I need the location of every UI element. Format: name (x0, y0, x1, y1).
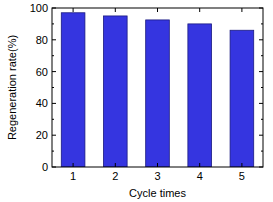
y-minor-tick (52, 23, 54, 24)
x-tick (73, 163, 74, 167)
y-tick-label: 80 (36, 34, 48, 46)
y-tick-right (259, 8, 263, 9)
y-tick-label: 100 (30, 2, 48, 14)
x-tick-top (157, 8, 158, 12)
y-minor-tick (52, 151, 54, 152)
chart-container: 0 20 40 60 80 100 1 2 3 4 5 Cycle times Regeneration… (0, 0, 273, 202)
y-minor-tick-right (261, 23, 263, 24)
bar (230, 30, 254, 167)
y-tick (52, 103, 56, 104)
y-minor-tick (52, 119, 54, 120)
y-minor-tick (52, 87, 54, 88)
y-minor-tick (52, 55, 54, 56)
x-tick-label: 2 (112, 170, 118, 182)
y-tick-label: 20 (36, 129, 48, 141)
x-tick-label: 4 (197, 170, 203, 182)
y-tick-right (259, 103, 263, 104)
x-axis-label: Cycle times (129, 187, 186, 199)
y-tick-label: 0 (42, 161, 48, 173)
y-tick-right (259, 135, 263, 136)
y-axis-label: Regeneration rate(%) (6, 35, 18, 140)
x-tick-label: 3 (154, 170, 160, 182)
x-tick (199, 163, 200, 167)
y-tick (52, 71, 56, 72)
x-tick-top (241, 8, 242, 12)
bar (103, 16, 127, 167)
y-minor-tick-right (261, 55, 263, 56)
x-tick-label: 5 (239, 170, 245, 182)
y-tick-right (259, 167, 263, 168)
x-tick-top (199, 8, 200, 12)
plot-frame (52, 8, 263, 167)
bar (146, 20, 170, 167)
bar (61, 13, 85, 167)
y-tick-right (259, 71, 263, 72)
y-tick-label: 60 (36, 66, 48, 78)
y-tick (52, 39, 56, 40)
y-tick-label: 40 (36, 97, 48, 109)
x-tick-top (115, 8, 116, 12)
bar (188, 24, 212, 167)
y-tick (52, 135, 56, 136)
y-tick-right (259, 39, 263, 40)
bars (61, 13, 253, 167)
y-tick (52, 8, 56, 9)
x-tick (241, 163, 242, 167)
x-tick-label: 1 (70, 170, 76, 182)
y-minor-tick-right (261, 151, 263, 152)
x-tick (157, 163, 158, 167)
y-minor-tick-right (261, 119, 263, 120)
y-tick (52, 167, 56, 168)
y-minor-tick-right (261, 87, 263, 88)
x-tick (115, 163, 116, 167)
chart-svg: 0 20 40 60 80 100 1 2 3 4 5 Cycle times Regeneration… (0, 0, 273, 202)
x-tick-top (73, 8, 74, 12)
